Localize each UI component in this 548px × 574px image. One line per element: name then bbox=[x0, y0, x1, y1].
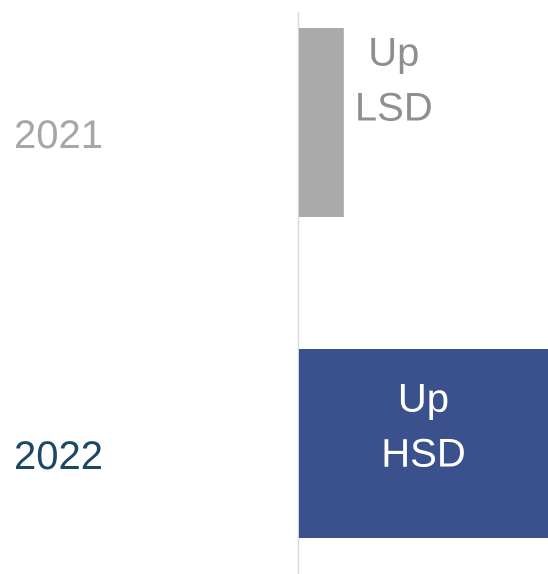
data-label: Up bbox=[398, 377, 449, 421]
data-label: LSD bbox=[355, 86, 433, 130]
bar bbox=[299, 28, 344, 217]
data-label: Up bbox=[368, 31, 419, 75]
y-tick-label: 2022 bbox=[14, 434, 103, 478]
y-tick-label: 2021 bbox=[14, 113, 103, 157]
bar bbox=[299, 349, 548, 538]
data-label: HSD bbox=[381, 432, 465, 476]
